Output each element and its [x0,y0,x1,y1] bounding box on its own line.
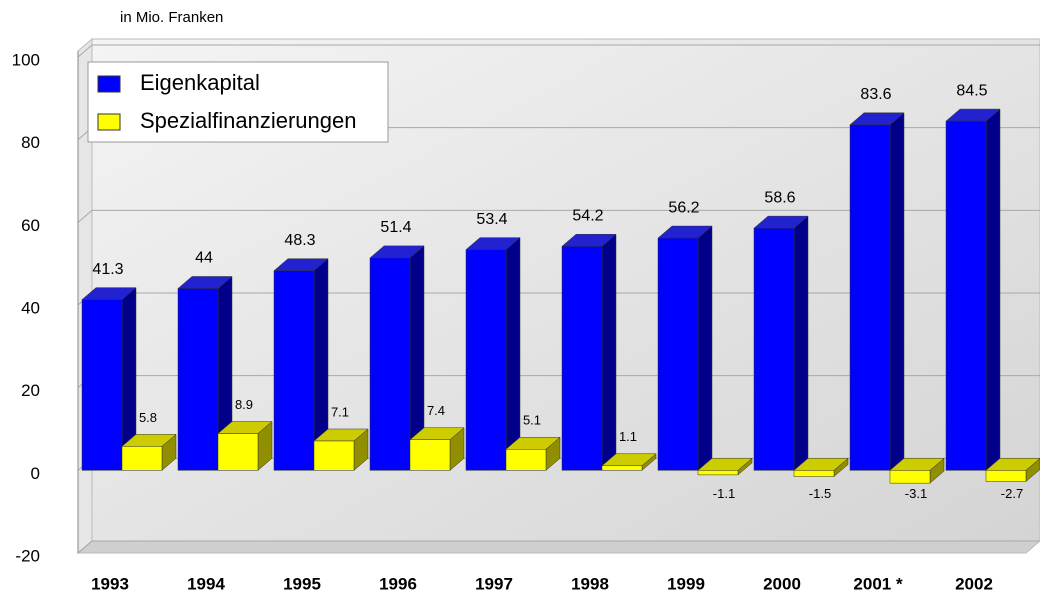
y-tick-label: 20 [21,381,40,400]
bar [273,270,315,471]
x-tick-label: 2000 [763,574,801,593]
legend-box [87,61,389,143]
data-label: 8.9 [235,397,253,412]
data-label: 5.1 [523,413,541,428]
data-label: 58.6 [764,189,795,206]
data-label: -3.1 [905,486,927,501]
y-tick-label: 100 [12,50,40,69]
data-label: 7.1 [331,404,349,419]
bar-side [505,237,521,471]
bar [465,249,507,471]
x-tick-label: 1996 [379,574,417,593]
bar [601,465,643,471]
data-label: -2.7 [1001,486,1023,501]
data-label: 54.2 [572,208,603,225]
x-tick-label: 2001 * [853,574,903,593]
data-label: -1.5 [809,486,831,501]
bar-side [985,108,1001,471]
data-label: 83.6 [860,86,891,103]
legend-swatch [97,75,121,93]
bar [177,288,219,471]
data-label: 48.3 [284,232,315,249]
data-label: 7.4 [427,403,445,418]
y-tick-label: -20 [15,546,40,565]
bar [81,299,123,471]
data-label: 44 [195,250,213,267]
bar [369,257,411,471]
bar [409,439,451,471]
bar-side [601,233,617,471]
floor [76,540,1040,554]
legend-label: Eigenkapital [140,70,260,95]
bar [985,470,1027,482]
x-tick-label: 1995 [283,574,321,593]
data-label: 1.1 [619,429,637,444]
bar-side [697,225,713,471]
grid-line-side [77,44,93,58]
bar [697,470,739,476]
data-label: 56.2 [668,199,699,216]
x-tick-label: 2002 [955,574,993,593]
bar-side [889,112,905,471]
data-label: 5.8 [139,410,157,425]
bar [313,440,355,471]
bar [753,227,795,471]
x-tick-label: 1993 [91,574,129,593]
x-tick-label: 1998 [571,574,609,593]
bar [889,470,931,484]
bar [121,446,163,471]
grid-line-side [77,209,93,223]
data-label: -1.1 [713,486,735,501]
bar [945,120,987,471]
bar [561,246,603,471]
legend-swatch [97,113,121,131]
bar [217,433,259,471]
y-tick-label: 40 [21,298,40,317]
bar [657,237,699,471]
data-label: 41.3 [92,261,123,278]
legend-label: Spezialfinanzierungen [140,108,357,133]
bar [849,124,891,471]
bar [793,470,835,477]
data-label: 84.5 [956,82,987,99]
bar-side [793,215,809,471]
subtitle: in Mio. Franken [120,9,223,26]
y-tick-label: 0 [31,464,40,483]
grid-line-side [77,540,93,554]
y-tick-label: 60 [21,216,40,235]
x-tick-label: 1997 [475,574,513,593]
data-label: 53.4 [476,211,507,228]
x-tick-label: 1999 [667,574,705,593]
y-tick-label: 80 [21,133,40,152]
bar [505,449,547,471]
data-label: 51.4 [380,219,411,236]
x-tick-label: 1994 [187,574,225,593]
